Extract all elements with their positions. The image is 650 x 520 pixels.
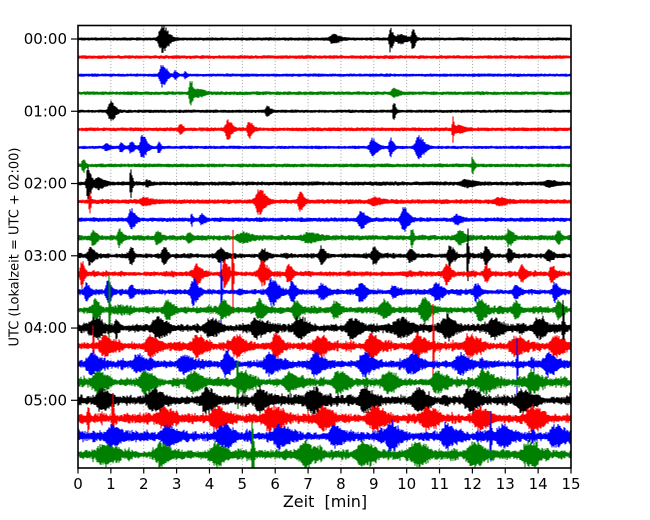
- y-tick-label: 02:00: [24, 175, 67, 193]
- trace-02:45: [78, 228, 571, 248]
- trace-00:30: [78, 65, 571, 88]
- y-tick-label: 00:00: [24, 30, 67, 48]
- x-tick-label: 0: [73, 475, 83, 493]
- grid-lines: [110, 25, 539, 468]
- trace-04:00: [78, 300, 571, 352]
- x-tick-label: 10: [397, 475, 416, 493]
- x-tick-label: 8: [336, 475, 346, 493]
- y-axis-label: UTC (Lokalzeit = UTC + 02:00): [7, 147, 23, 347]
- trace-01:30: [78, 134, 571, 160]
- trace-00:00: [78, 25, 571, 53]
- trace-04:30: [78, 338, 571, 400]
- trace-00:15: [78, 55, 571, 60]
- trace-04:15: [78, 304, 571, 384]
- trace-01:45: [78, 156, 571, 175]
- trace-01:00: [78, 100, 571, 121]
- y-axis: 00:00 01:00 02:00 03:00 04:00 05:00: [24, 30, 78, 409]
- trace-05:30: [78, 411, 571, 462]
- x-axis: 0 1 2 3 4 5 6 7 8 9 10 11 12 13 14 15: [73, 468, 581, 493]
- x-tick-label: 13: [496, 475, 515, 493]
- x-tick-label: 9: [369, 475, 379, 493]
- trace-05:00: [78, 385, 571, 415]
- x-tick-label: 7: [303, 475, 313, 493]
- x-tick-label: 3: [172, 475, 182, 493]
- trace-02:00: [78, 166, 571, 199]
- x-axis-label: Zeit [min]: [282, 492, 368, 511]
- trace-01:15: [78, 116, 571, 143]
- y-tick-label: 03:00: [24, 247, 67, 265]
- x-tick-label: 1: [106, 475, 116, 493]
- trace-05:45: [78, 421, 571, 468]
- x-tick-label: 6: [270, 475, 280, 493]
- trace-03:00: [78, 228, 571, 282]
- trace-group: [78, 25, 571, 468]
- trace-03:30: [78, 258, 571, 330]
- trace-04:45: [78, 360, 571, 409]
- y-tick-label: 01:00: [24, 102, 67, 120]
- x-tick-label: 14: [529, 475, 548, 493]
- trace-05:15: [78, 393, 571, 442]
- trace-03:45: [78, 274, 571, 343]
- x-tick-label: 15: [561, 475, 580, 493]
- y-tick-label: 05:00: [24, 391, 67, 409]
- plot-border: [77, 24, 572, 469]
- x-tick-label: 4: [205, 475, 215, 493]
- trace-03:15: [78, 229, 571, 314]
- x-tick-label: 5: [238, 475, 248, 493]
- x-tick-label: 11: [430, 475, 449, 493]
- trace-02:30: [78, 207, 571, 232]
- x-tick-label: 12: [463, 475, 482, 493]
- trace-02:15: [78, 189, 571, 215]
- trace-00:45: [78, 81, 571, 106]
- y-tick-label: 04:00: [24, 319, 67, 337]
- x-tick-label: 2: [139, 475, 149, 493]
